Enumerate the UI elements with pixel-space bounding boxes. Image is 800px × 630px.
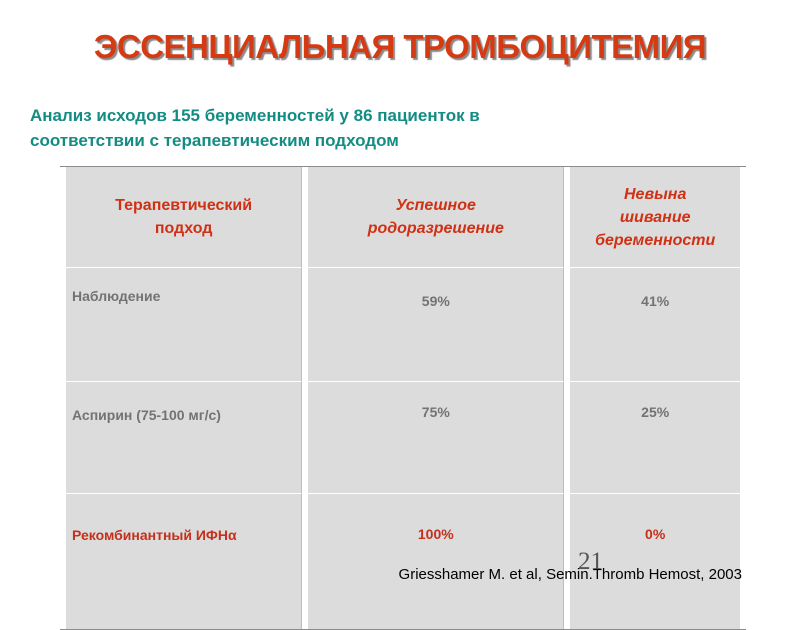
header-line: родоразрешение — [367, 220, 504, 237]
success-cell: 75% — [302, 381, 565, 493]
header-approach: Терапевтический подход — [60, 167, 303, 267]
approach-cell: Рекомбинантный ИФНα — [60, 493, 303, 629]
header-miscarriage: Невына шивание беременности — [564, 167, 746, 267]
table-row-highlight: Рекомбинантный ИФНα 100% 0% — [60, 493, 746, 629]
header-line: подход — [154, 220, 213, 237]
slide-subtitle: Анализ исходов 155 беременностей у 86 па… — [30, 103, 590, 153]
table-row: Аспирин (75-100 мг/с) 75% 25% — [60, 381, 746, 493]
header-line: Терапевтический — [115, 197, 253, 214]
table-header-row: Терапевтический подход Успешное родоразр… — [60, 167, 746, 267]
approach-cell: Наблюдение — [60, 267, 303, 381]
approach-cell: Аспирин (75-100 мг/с) — [60, 381, 303, 493]
success-cell: 100% — [302, 493, 565, 629]
table-row: Наблюдение 59% 41% — [60, 267, 746, 381]
success-cell: 59% — [302, 267, 565, 381]
miscarriage-cell: 41% — [564, 267, 746, 381]
header-line: шивание — [619, 208, 691, 226]
outcomes-table: Терапевтический подход Успешное родоразр… — [60, 166, 746, 630]
slide-title: ЭССЕНЦИАЛЬНАЯ ТРОМБОЦИТЕМИЯ — [93, 28, 707, 65]
header-line: Успешное — [395, 197, 476, 214]
subtitle-line: Анализ исходов 155 беременностей у 86 па… — [30, 106, 480, 125]
subtitle-line: соответствии с терапевтическим подходом — [30, 131, 399, 150]
header-line: беременности — [595, 231, 716, 249]
header-success: Успешное родоразрешение — [302, 167, 565, 267]
miscarriage-cell: 25% — [564, 381, 746, 493]
page-number: 21 — [578, 548, 603, 575]
header-line: Невына — [624, 185, 687, 203]
citation: Griesshamer M. et al, Semin.Thromb Hemos… — [398, 566, 742, 583]
